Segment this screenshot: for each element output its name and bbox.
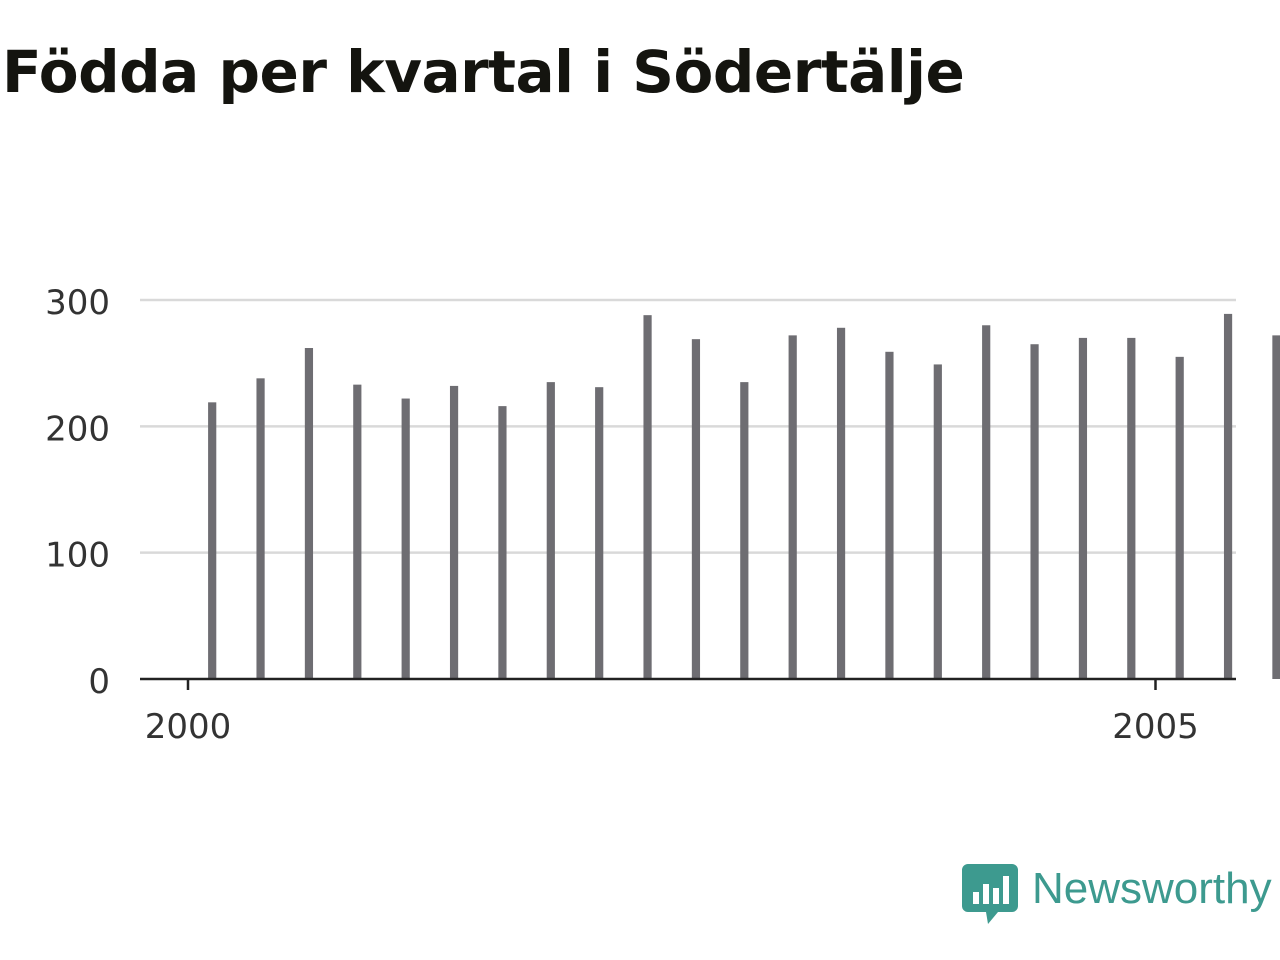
bar-2003-q1: [788, 335, 797, 679]
bar-2003-q4: [933, 364, 942, 679]
bar-2000-q1: [208, 402, 217, 679]
newsworthy-logo[interactable]: Newsworthy: [962, 862, 1278, 928]
y-tick-label-100: 100: [45, 536, 110, 576]
bar-2001-q1: [401, 398, 410, 679]
bar-chart-speech-bubble-icon: [962, 864, 1018, 924]
bar-2000-q3: [304, 348, 314, 679]
y-tick-label-0: 0: [88, 662, 110, 702]
bar-2004-q3: [1078, 337, 1088, 679]
brand-name: Newsworthy: [1032, 864, 1272, 913]
bars: [208, 313, 1280, 679]
bar-2005-q2: [1223, 313, 1233, 679]
gridlines: [140, 298, 1236, 554]
bar-2004-q4: [1127, 337, 1136, 679]
bar-2004-q1: [982, 325, 991, 679]
bar-2003-q2: [836, 327, 846, 679]
bar-2003-q3: [885, 351, 894, 679]
bar-2000-q2: [256, 378, 265, 679]
labels: 0100200300261200020052010201520202025: [45, 283, 1199, 747]
x-tick-label-2000: 2000: [145, 707, 232, 747]
bar-2001-q3: [498, 406, 507, 679]
bar-2002-q3: [691, 339, 701, 679]
y-tick-label-200: 200: [45, 409, 110, 449]
bar-2002-q2: [643, 315, 652, 679]
bar-2005-q3: [1272, 335, 1280, 679]
bar-2005-q1: [1175, 356, 1184, 679]
bar-2001-q2: [449, 385, 459, 679]
chart-title: Födda per kvartal i Södertälje: [2, 38, 965, 106]
bar-2000-q4: [353, 384, 362, 679]
axes: [140, 677, 1236, 690]
x-tick-label-2005: 2005: [1112, 707, 1199, 747]
bar-2001-q4: [546, 382, 555, 679]
bar-2004-q2: [1030, 344, 1039, 679]
bar-2002-q1: [595, 387, 604, 679]
bar-2002-q4: [740, 382, 749, 679]
y-tick-label-300: 300: [45, 283, 110, 323]
